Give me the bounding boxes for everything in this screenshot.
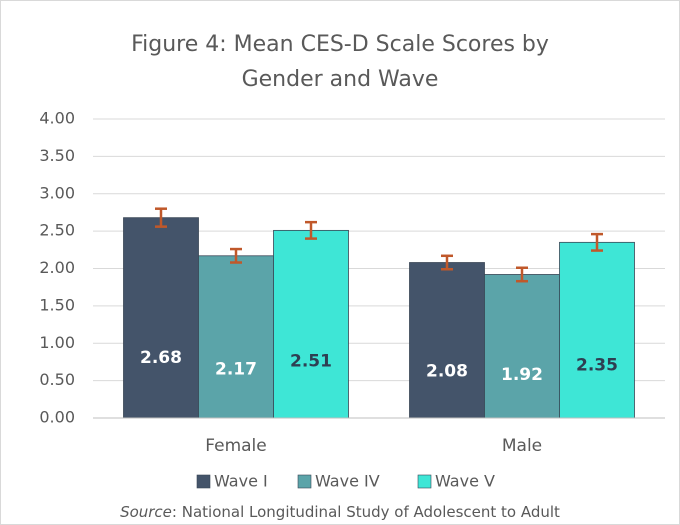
legend-swatch <box>196 474 211 489</box>
data-label: 2.17 <box>215 359 257 379</box>
data-label: 2.35 <box>576 355 618 375</box>
y-tick-label: 0.50 <box>39 370 75 389</box>
y-tick-label: 2.00 <box>39 258 75 277</box>
y-tick-label: 3.50 <box>39 146 75 165</box>
legend-swatch <box>297 474 312 489</box>
error-bar <box>441 254 453 271</box>
error-bar <box>305 220 317 240</box>
bar <box>484 274 560 419</box>
y-tick-label: 0.00 <box>39 408 75 427</box>
legend-swatch <box>417 474 432 489</box>
data-label: 2.51 <box>290 352 332 372</box>
bar <box>198 255 274 419</box>
source-note: Source: National Longitudinal Study of A… <box>120 503 560 521</box>
data-label: 2.08 <box>426 361 468 381</box>
legend-label: Wave I <box>214 472 268 491</box>
y-tick-label: 4.00 <box>39 109 75 128</box>
y-tick-label: 1.50 <box>39 295 75 314</box>
bar <box>273 229 349 419</box>
x-tick-label: Male <box>502 436 542 456</box>
bar <box>123 217 199 419</box>
y-tick-label: 2.50 <box>39 221 75 240</box>
y-tick-label: 3.00 <box>39 183 75 202</box>
chart-title: Figure 4: Mean CES-D Scale Scores by <box>131 32 549 57</box>
legend-label: Wave V <box>435 472 495 491</box>
chart-title: Gender and Wave <box>242 67 439 92</box>
error-bar <box>516 266 528 283</box>
data-label: 2.68 <box>140 348 182 368</box>
source-text: : National Longitudinal Study of Adolesc… <box>172 503 560 521</box>
bar <box>409 262 485 419</box>
error-bar <box>591 232 603 252</box>
data-label: 1.92 <box>501 365 543 385</box>
y-tick-label: 1.00 <box>39 333 75 352</box>
bar <box>559 241 635 419</box>
error-bar <box>155 207 167 228</box>
legend-label: Wave IV <box>315 472 380 491</box>
source-label: Source <box>120 503 172 521</box>
x-tick-label: Female <box>205 436 266 456</box>
error-bar <box>230 247 242 264</box>
